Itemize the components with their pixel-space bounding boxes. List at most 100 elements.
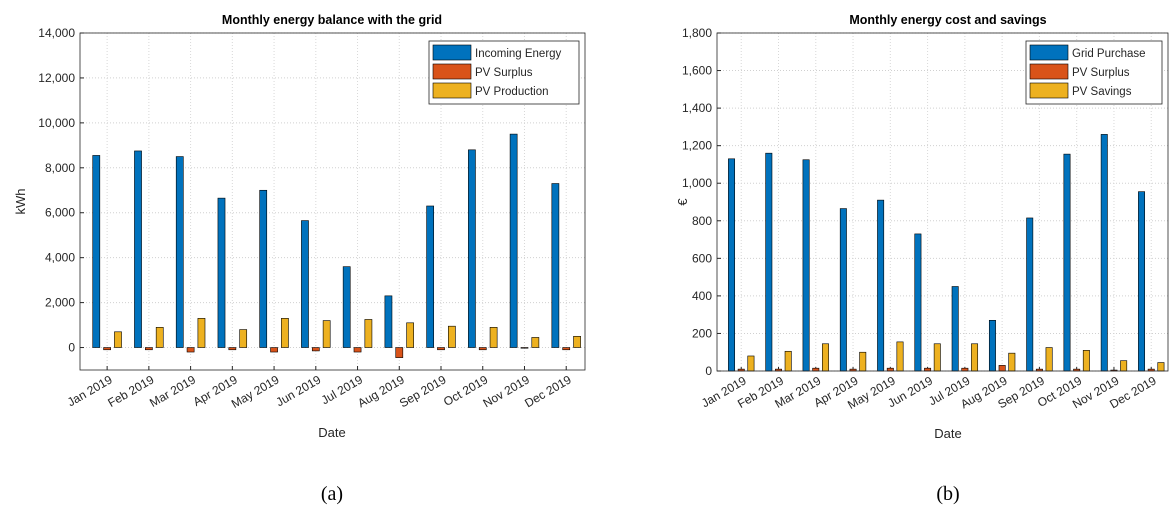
bar (448, 325, 456, 348)
bar (197, 318, 206, 348)
x-tick-label: Sep 2019 (397, 372, 449, 410)
bar (353, 347, 362, 353)
bar (998, 365, 1006, 372)
bar (186, 347, 195, 353)
legend: Incoming Energy PV Surplus PV Production (428, 40, 580, 105)
x-tick-label: May 2019 (229, 372, 282, 411)
bar (437, 347, 445, 351)
legend-label: PV Surplus (1072, 67, 1130, 79)
bar (859, 351, 867, 372)
bar (765, 152, 773, 372)
y-tick-label: 4,000 (45, 251, 75, 265)
legend-label: Incoming Energy (475, 48, 562, 60)
bar (311, 347, 320, 352)
axes-box (79, 32, 586, 371)
bar (384, 295, 393, 348)
legend-label: Grid Purchase (1072, 48, 1146, 60)
chart-title: Monthly energy balance with the grid (222, 13, 442, 27)
bar (478, 347, 487, 351)
x-tick-label: Mar 2019 (147, 372, 198, 410)
bar (406, 322, 414, 348)
caption: (a) (321, 483, 343, 505)
y-tick-label: 1,600 (682, 64, 712, 78)
bar (342, 266, 351, 348)
bar (520, 347, 529, 349)
bar (270, 347, 278, 353)
bar (364, 319, 373, 348)
bar (489, 327, 498, 348)
bar (468, 149, 476, 348)
legend-label: PV Savings (1072, 86, 1132, 98)
legend-swatch (1029, 82, 1069, 99)
bar (145, 347, 153, 351)
bar (1026, 217, 1034, 372)
x-tick-label: Feb 2019 (105, 372, 156, 410)
y-tick-label: 0 (68, 341, 75, 355)
bar (933, 343, 941, 372)
bar (562, 347, 571, 351)
bar (1008, 352, 1016, 372)
legend-swatch (1029, 44, 1069, 61)
bar (573, 335, 581, 348)
x-axis-label: Date (318, 425, 345, 440)
bar (155, 327, 164, 348)
y-tick-label: 800 (692, 214, 712, 228)
bar (784, 350, 792, 372)
bar (551, 183, 560, 348)
bar (1157, 362, 1165, 372)
y-tick-label: 400 (692, 289, 712, 303)
bar (259, 189, 268, 348)
y-tick-label: 10,000 (38, 116, 75, 130)
y-tick-label: 200 (692, 326, 712, 340)
y-tick-label: 1,400 (682, 101, 712, 115)
bar (886, 367, 894, 372)
bar (395, 347, 404, 358)
bar (728, 158, 736, 372)
legend: Grid Purchase PV Surplus PV Savings (1025, 40, 1163, 105)
y-tick-label: 8,000 (45, 161, 75, 175)
bar (961, 367, 969, 372)
bar (175, 156, 184, 348)
y-axis-label: kWh (13, 189, 28, 215)
bar (92, 155, 101, 348)
bar (747, 355, 755, 372)
x-axis-label: Date (934, 426, 961, 441)
bar (217, 197, 226, 348)
legend-label: PV Production (475, 86, 549, 98)
bar (821, 343, 829, 372)
bar (914, 233, 922, 372)
bar (1138, 191, 1146, 372)
bar (839, 208, 847, 372)
legend-label: PV Surplus (475, 67, 533, 79)
y-tick-label: 1,200 (682, 139, 712, 153)
bar (1120, 360, 1128, 372)
axes-box (716, 32, 1169, 372)
x-tick-label: Nov 2019 (480, 372, 532, 410)
caption: (b) (936, 483, 959, 505)
bar (239, 329, 248, 348)
bar (971, 343, 979, 372)
chart-title: Monthly energy cost and savings (849, 13, 1046, 27)
bar (802, 159, 810, 372)
x-tick-label: Jan 2019 (65, 372, 115, 409)
bar (103, 347, 111, 351)
legend-swatch (432, 82, 472, 99)
bar (951, 286, 959, 372)
bar (134, 150, 142, 348)
bar (509, 133, 518, 348)
bar (812, 367, 820, 372)
bar (877, 199, 885, 372)
y-tick-label: 1,800 (682, 26, 712, 40)
x-tick-label: Dec 2019 (522, 372, 574, 410)
x-tick-label: Jun 2019 (274, 372, 324, 409)
bar (531, 337, 540, 348)
bar (1100, 134, 1108, 372)
bar (988, 319, 996, 372)
y-tick-label: 0 (705, 364, 712, 378)
x-tick-label: Aug 2019 (355, 372, 407, 410)
y-tick-label: 12,000 (38, 71, 75, 85)
y-tick-label: 600 (692, 251, 712, 265)
bar (1082, 350, 1090, 372)
y-tick-label: 14,000 (38, 26, 75, 40)
